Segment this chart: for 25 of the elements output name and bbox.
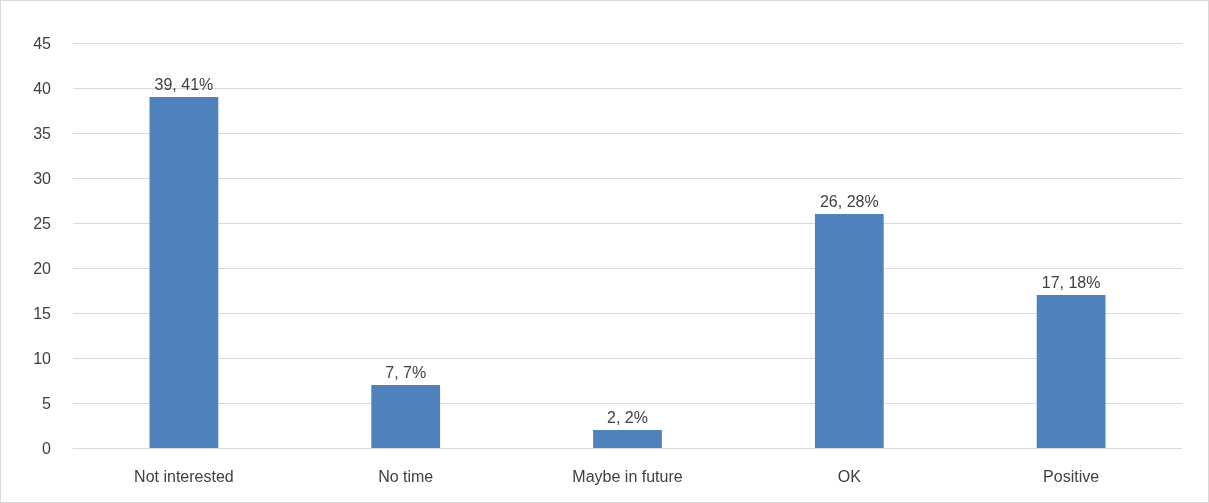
y-tick-label: 20 [33,259,52,277]
bar [814,214,884,448]
data-label: 2, 2% [607,408,648,426]
data-label: 39, 41% [154,75,214,93]
data-label: 17, 18% [1041,273,1101,291]
bar [149,97,219,448]
data-label: 26, 28% [819,192,879,210]
y-tick-label: 0 [42,439,52,457]
x-tick-label: No time [378,467,434,485]
bar [371,385,441,448]
data-label: 7, 7% [385,363,427,381]
y-tick-label: 5 [42,394,52,412]
y-tick-label: 30 [33,169,52,187]
x-tick-label: Not interested [134,467,234,485]
x-tick-label: Maybe in future [572,467,683,485]
y-tick-label: 15 [33,304,52,322]
x-tick-label: OK [837,467,862,485]
y-tick-label: 35 [33,124,52,142]
bar [1036,295,1106,448]
x-tick-label: Positive [1043,467,1100,485]
y-tick-label: 25 [33,214,52,232]
y-tick-label: 10 [33,349,52,367]
bar [593,430,662,448]
y-tick-label: 45 [33,34,52,52]
y-tick-label: 40 [33,79,52,97]
